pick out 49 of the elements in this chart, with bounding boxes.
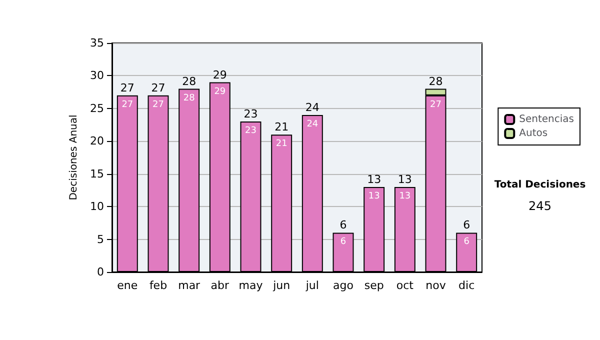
y-tick-label: 10 <box>90 200 104 214</box>
y-tick-label: 35 <box>90 36 104 50</box>
x-tick-label: oct <box>396 279 414 292</box>
x-tick-label: ene <box>117 279 138 292</box>
text: Total Decisiones <box>494 180 586 190</box>
total-label: 6 <box>463 218 470 232</box>
total-label: 24 <box>305 100 320 114</box>
y-tick-label: 30 <box>90 69 104 82</box>
total-label: 27 <box>120 81 134 94</box>
x-tick-label: jul <box>304 279 319 292</box>
total-label: 28 <box>182 74 196 88</box>
data-label: 6 <box>340 237 346 248</box>
legend-label: Autos <box>519 128 548 139</box>
y-tick-label: 15 <box>90 167 104 180</box>
data-label: 29 <box>214 86 226 97</box>
total-label: 13 <box>367 172 382 186</box>
legend-label: Sentencias <box>519 114 574 125</box>
total-label: 29 <box>212 68 227 82</box>
y-axis-title: Decisiones Anual <box>68 114 80 200</box>
data-label: 6 <box>464 237 470 248</box>
total-label: 13 <box>398 172 412 186</box>
data-label: 13 <box>368 191 380 202</box>
data-label: 24 <box>306 119 318 130</box>
y-tick-label: 20 <box>90 134 104 148</box>
y-tick-label: 0 <box>97 266 104 278</box>
y-tick-label: 25 <box>90 102 104 115</box>
x-tick-label: mar <box>178 279 201 292</box>
y-tick-label: 5 <box>97 232 104 246</box>
x-tick-label: sep <box>364 279 384 292</box>
x-tick-label: abr <box>210 279 230 292</box>
x-tick-label: jun <box>272 279 290 292</box>
x-tick-label: dic <box>458 279 475 292</box>
text: 245 <box>528 199 552 213</box>
total-label: 28 <box>428 74 443 88</box>
total-label: 27 <box>151 81 166 94</box>
x-tick-label: may <box>238 279 264 292</box>
total-label: 6 <box>340 218 347 232</box>
x-tick-label: ago <box>333 279 354 292</box>
data-label: 28 <box>183 93 196 104</box>
data-label: 21 <box>276 139 288 150</box>
data-label: 23 <box>245 126 256 136</box>
data-label: 27 <box>122 100 134 110</box>
total-label: 21 <box>274 120 289 134</box>
data-label: 27 <box>430 100 442 110</box>
data-label: 13 <box>399 191 411 202</box>
total-label: 23 <box>244 108 258 121</box>
data-label: 27 <box>152 100 164 110</box>
x-tick-label: feb <box>149 279 168 292</box>
x-tick-label: nov <box>426 279 446 292</box>
